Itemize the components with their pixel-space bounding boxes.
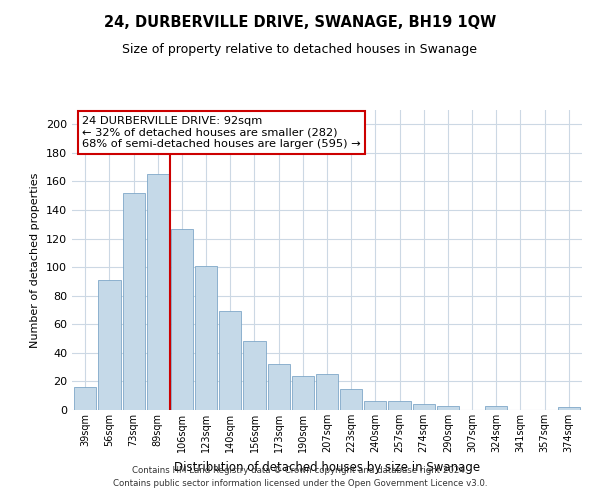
Bar [437,406,459,410]
Bar [98,280,121,410]
Text: 24 DURBERVILLE DRIVE: 92sqm
← 32% of detached houses are smaller (282)
68% of se: 24 DURBERVILLE DRIVE: 92sqm ← 32% of det… [82,116,361,149]
Bar [219,312,241,410]
Bar [485,406,508,410]
Bar [340,388,362,410]
Bar [388,402,410,410]
Text: 24, DURBERVILLE DRIVE, SWANAGE, BH19 1QW: 24, DURBERVILLE DRIVE, SWANAGE, BH19 1QW [104,15,496,30]
Bar [74,387,97,410]
Bar [146,174,169,410]
Bar [292,376,314,410]
Text: Contains HM Land Registry data © Crown copyright and database right 2024.
Contai: Contains HM Land Registry data © Crown c… [113,466,487,487]
Text: Size of property relative to detached houses in Swanage: Size of property relative to detached ho… [122,42,478,56]
Bar [244,342,266,410]
Bar [364,402,386,410]
X-axis label: Distribution of detached houses by size in Swanage: Distribution of detached houses by size … [174,460,480,473]
Bar [268,364,290,410]
Bar [413,404,435,410]
Bar [171,228,193,410]
Bar [195,266,217,410]
Bar [557,407,580,410]
Y-axis label: Number of detached properties: Number of detached properties [31,172,40,348]
Bar [122,193,145,410]
Bar [316,374,338,410]
